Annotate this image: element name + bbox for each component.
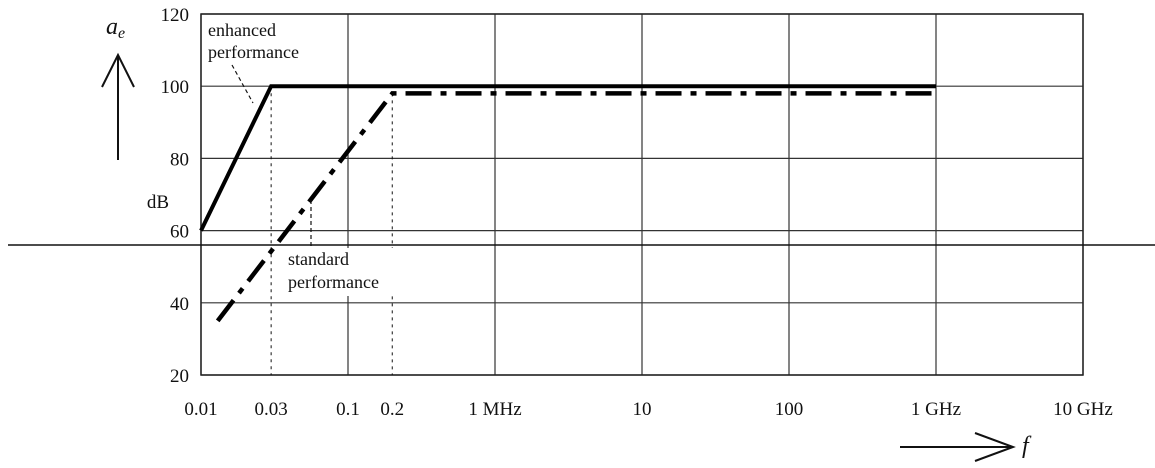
y-tick-label: 40 <box>170 294 189 315</box>
reference-lines <box>270 86 393 375</box>
series-line <box>215 91 936 323</box>
x-tick-label: 10 GHz <box>1053 399 1113 420</box>
y-tick-label: 80 <box>170 149 189 170</box>
x-axis-symbol: f <box>1022 433 1032 459</box>
axis-labels: ae dB f <box>101 14 1032 462</box>
grid <box>200 13 1084 376</box>
y-tick-label: 60 <box>170 222 189 243</box>
x-tick-label: 0.01 <box>184 399 217 420</box>
y-tick-label: 100 <box>161 77 190 98</box>
x-axis-arrow <box>900 432 1016 462</box>
x-tick-label: 0.03 <box>255 399 288 420</box>
plot-frame <box>200 13 1084 376</box>
annotation-leader <box>231 64 254 104</box>
x-tick-label: 10 <box>633 399 652 420</box>
y-axis-symbol: ae <box>106 14 125 42</box>
series-line <box>199 84 936 232</box>
annotation-enhanced-line: enhanced <box>208 20 276 40</box>
annotation-background <box>205 17 343 65</box>
x-tick-label: 100 <box>775 399 804 420</box>
x-tick-label: 0.2 <box>380 399 404 420</box>
annotation-standard-line: performance <box>288 272 379 292</box>
annotation-background <box>284 248 414 296</box>
series-group <box>199 84 936 323</box>
x-tick-label: 0.1 <box>336 399 360 420</box>
annotation-standard-line: standard <box>288 249 349 269</box>
y-tick-label: 120 <box>161 5 190 26</box>
y-axis-symbol-main: a <box>106 14 118 40</box>
y-tick-label: 20 <box>170 366 189 387</box>
x-tick-label: 1 MHz <box>468 399 521 420</box>
y-axis-symbol-sub: e <box>118 25 125 42</box>
y-axis-unit: dB <box>147 192 169 213</box>
y-axis-arrow <box>101 52 135 160</box>
x-tick-label: 1 GHz <box>911 399 961 420</box>
annotation-enhanced-line: performance <box>208 42 299 62</box>
tick-labels: 20 40 60 80 100 120 0.01 0.03 0.1 0.2 1 MHz 10 100 1 … <box>161 5 1113 420</box>
